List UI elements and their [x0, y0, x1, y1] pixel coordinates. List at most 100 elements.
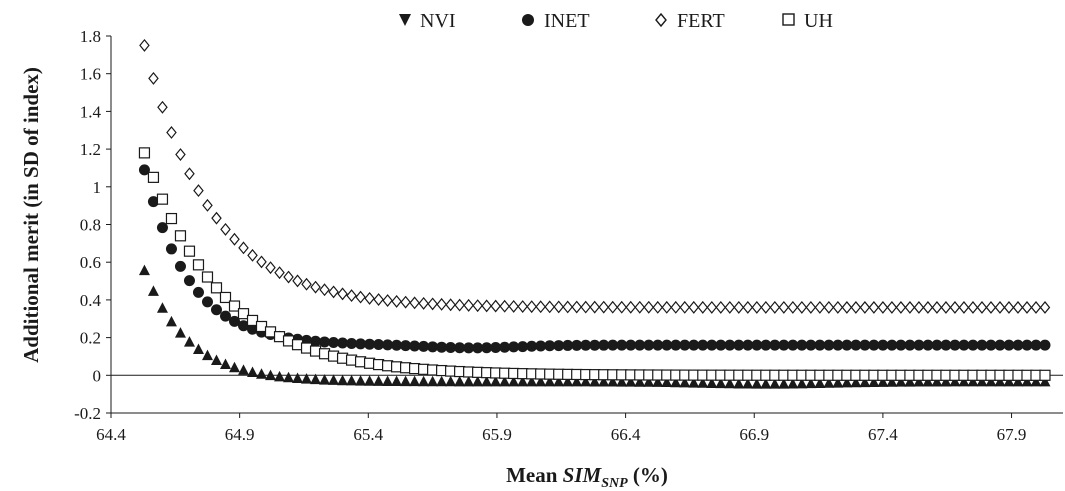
inet-point	[760, 339, 772, 351]
fert-point	[535, 300, 546, 314]
fert-point	[301, 277, 312, 291]
inet-point	[156, 222, 168, 234]
nvi-point	[210, 354, 222, 365]
inet-point	[238, 320, 250, 332]
inet-point	[832, 339, 844, 351]
fert-point	[1030, 300, 1042, 314]
fert-point	[400, 295, 411, 309]
nvi-point	[913, 376, 925, 387]
inet-point	[373, 339, 385, 351]
inet-point	[400, 340, 412, 352]
fert-point	[769, 300, 781, 314]
x-axis-title-main: Mean	[506, 463, 563, 487]
fert-point	[256, 255, 267, 269]
fert-point	[247, 248, 258, 262]
fert-point	[427, 297, 438, 311]
nvi-point	[256, 368, 268, 379]
fert-point	[1012, 300, 1024, 314]
fert-point	[895, 300, 907, 314]
y-tick-label: 1.2	[80, 140, 101, 159]
inet-point	[823, 339, 835, 351]
inet-point	[409, 340, 421, 352]
fert-point	[409, 296, 420, 310]
nvi-point	[634, 376, 646, 387]
inet-point	[589, 339, 601, 351]
fert-point	[994, 300, 1006, 314]
nvi-point	[544, 375, 556, 387]
nvi-point	[526, 375, 538, 387]
nvi-point	[625, 376, 637, 387]
nvi-point	[724, 377, 736, 389]
nvi-point	[940, 375, 952, 387]
inet-point	[535, 340, 547, 352]
x-axis-title-suffix: (%)	[628, 463, 668, 487]
fert-point	[778, 300, 790, 314]
inet-point	[859, 339, 871, 351]
fert-point	[949, 300, 961, 314]
y-tick-label: 1.4	[80, 102, 102, 121]
fert-point	[454, 298, 465, 312]
fert-point	[436, 297, 447, 311]
fert-point	[796, 300, 808, 314]
fert-point	[310, 280, 321, 294]
inet-point	[472, 342, 484, 354]
inet-point	[634, 339, 646, 351]
fert-point	[616, 300, 628, 314]
inet-point	[697, 339, 709, 351]
legend-item-fert: FERT	[655, 10, 725, 32]
nvi-point	[156, 302, 168, 313]
fert-point	[490, 299, 501, 313]
uh-point	[156, 193, 169, 205]
fert-point	[220, 222, 231, 236]
chart-marks	[138, 38, 1051, 389]
inet-point	[382, 339, 394, 351]
inet-point	[805, 339, 817, 351]
nvi-point	[508, 375, 520, 387]
nvi-point	[715, 377, 727, 389]
inet-point	[391, 339, 403, 351]
fert-point	[562, 300, 573, 314]
inet-point	[724, 339, 736, 351]
nvi-point	[535, 375, 547, 387]
inet-point	[210, 304, 222, 316]
nvi-point	[616, 376, 628, 387]
fert-point	[238, 241, 249, 255]
nvi-point	[346, 374, 358, 386]
uh-point	[237, 308, 250, 320]
fert-point	[166, 126, 177, 139]
nvi-point	[580, 375, 592, 387]
nvi-point	[400, 375, 412, 387]
inet-point	[418, 340, 430, 352]
inet-point	[499, 341, 511, 353]
y-tick-label: 0	[93, 366, 102, 385]
inet-point	[138, 164, 150, 176]
nvi-point	[409, 375, 421, 387]
uh-point	[1039, 369, 1051, 381]
inet-point	[625, 339, 637, 351]
nvi-point	[427, 375, 439, 387]
inet-point	[616, 339, 628, 351]
series-nvi	[138, 264, 1051, 389]
fert-point	[580, 300, 591, 314]
fert-point	[760, 300, 772, 314]
inet-point	[643, 339, 655, 351]
inet-point	[310, 335, 322, 347]
nvi-point	[138, 264, 150, 276]
nvi-point	[679, 376, 691, 388]
inet-point	[1021, 339, 1033, 351]
inet-point	[652, 339, 664, 351]
fert-point	[445, 298, 456, 312]
fert-point	[472, 299, 483, 313]
nvi-point	[192, 343, 204, 355]
uh-point	[228, 300, 241, 312]
uh-point	[192, 259, 205, 271]
inet-point	[201, 296, 213, 308]
uh-point	[165, 212, 178, 225]
x-tick-label: 66.4	[611, 425, 641, 444]
nvi-point	[328, 374, 340, 385]
inet-point	[670, 339, 682, 351]
nvi-point	[787, 377, 799, 389]
inet-point	[877, 339, 889, 351]
nvi-point	[688, 377, 700, 388]
fert-point	[508, 299, 519, 313]
